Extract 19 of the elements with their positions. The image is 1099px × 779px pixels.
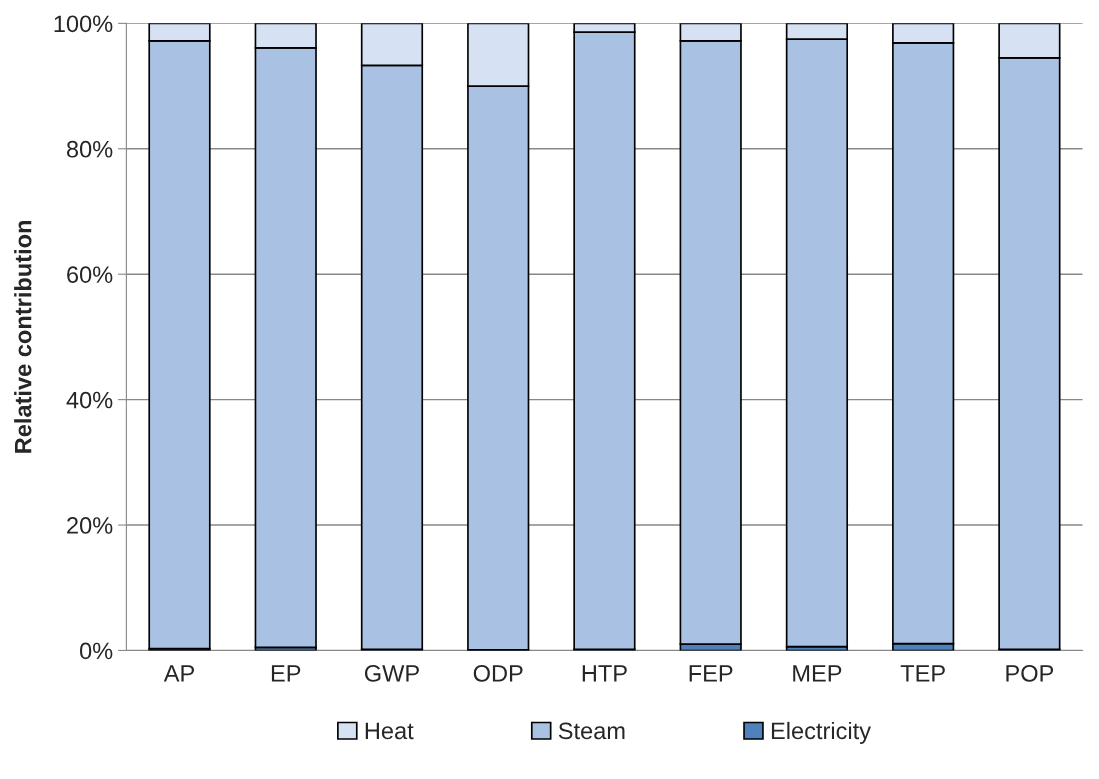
legend-label: Heat — [365, 722, 414, 740]
y-tick-label: 100% — [54, 15, 113, 33]
x-tick-label: AP — [163, 665, 194, 682]
x-tick-label: FEP — [689, 665, 733, 682]
y-axis-title: Relative contribution — [14, 220, 32, 453]
x-tick-label: HTP — [582, 665, 627, 682]
y-tick-label: 20% — [67, 517, 113, 534]
x-tick-label: GWP — [364, 664, 419, 682]
x-tick-label: MEP — [793, 665, 842, 682]
y-tick-label: 80% — [66, 140, 113, 158]
y-tick-label: 40% — [66, 391, 113, 409]
legend-label: Steam — [558, 722, 625, 740]
legend-label: Electricity — [771, 721, 871, 744]
y-tick-label: 0% — [79, 642, 113, 660]
x-tick-label: TEP — [900, 665, 945, 682]
x-tick-label: ODP — [473, 664, 523, 682]
y-tick-label: 60% — [67, 266, 113, 283]
x-tick-label: EP — [271, 665, 301, 682]
x-tick-label: POP — [1006, 664, 1054, 682]
